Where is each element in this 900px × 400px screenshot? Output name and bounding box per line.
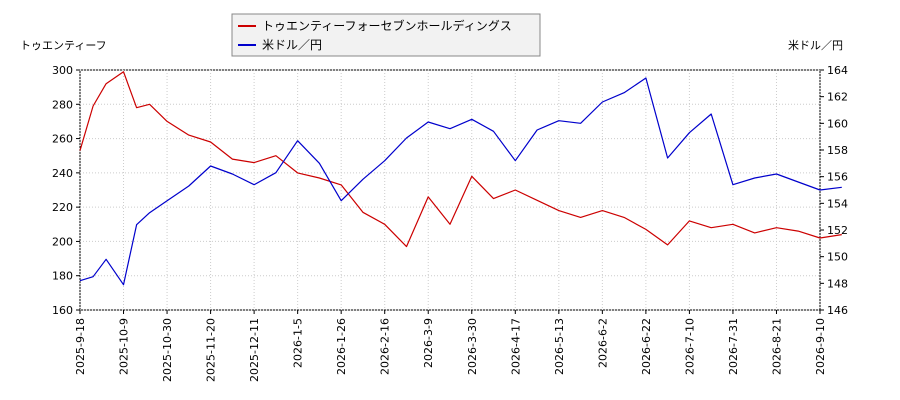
right-tick-label: 160 xyxy=(827,117,848,130)
x-tick-label: 2026-3-30 xyxy=(466,318,479,375)
right-tick-label: 150 xyxy=(827,251,848,264)
left-tick-label: 280 xyxy=(52,98,73,111)
right-tick-label: 148 xyxy=(827,277,848,290)
left-axis: 160 180 200 220 240 260 280 300 xyxy=(52,64,80,317)
x-tick-label: 2025-11-20 xyxy=(205,318,218,382)
legend-box xyxy=(231,13,541,57)
series-lines xyxy=(79,71,842,286)
left-axis-label: トゥエンティーフ xyxy=(20,39,107,52)
right-tick-label: 158 xyxy=(827,144,848,157)
x-tick-label: 2025-9-18 xyxy=(74,318,87,375)
x-tick-label: 2026-6-22 xyxy=(640,318,653,375)
x-tick-label: 2025-10-9 xyxy=(118,318,131,375)
x-tick-label: 2026-8-21 xyxy=(770,318,783,375)
x-tick-label: 2026-9-10 xyxy=(814,318,827,375)
left-tick-label: 160 xyxy=(52,304,73,317)
series-line-2 xyxy=(79,77,842,286)
right-axis-label: 米ドル／円 xyxy=(788,39,843,52)
plot-area xyxy=(79,69,821,311)
x-tick-label: 2026-2-16 xyxy=(379,318,392,375)
x-tick-label: 2026-1-26 xyxy=(335,318,348,375)
right-tick-label: 146 xyxy=(827,304,848,317)
left-tick-label: 240 xyxy=(52,167,73,180)
plot-frame xyxy=(79,69,821,311)
legend: トゥエンティーフォーセブンホールディングス 米ドル／円 xyxy=(231,13,541,57)
right-tick-label: 164 xyxy=(827,64,848,77)
x-tick-label: 2026-5-13 xyxy=(553,318,566,375)
right-tick-label: 156 xyxy=(827,171,848,184)
left-tick-label: 300 xyxy=(52,64,73,77)
right-tick-label: 162 xyxy=(827,91,848,104)
x-tick-label: 2026-7-31 xyxy=(727,318,740,375)
right-tick-label: 154 xyxy=(827,197,848,210)
left-tick-label: 220 xyxy=(52,201,73,214)
x-tick-label: 2026-4-17 xyxy=(509,318,522,375)
left-tick-label: 200 xyxy=(52,235,73,248)
x-tick-label: 2026-3-9 xyxy=(422,318,435,368)
left-tick-label: 260 xyxy=(52,133,73,146)
x-tick-label: 2026-7-10 xyxy=(683,318,696,375)
right-axis: 146 148 150 152 154 156 158 160 162 164 xyxy=(820,64,848,317)
x-axis: 2025-9-18 2025-10-9 2025-10-30 2025-11-20 20… xyxy=(74,310,827,382)
legend-label-series-1: トゥエンティーフォーセブンホールディングス xyxy=(262,18,512,33)
legend-label-series-2: 米ドル／円 xyxy=(262,38,322,52)
x-tick-label: 2025-12-11 xyxy=(248,318,261,382)
series-line-1 xyxy=(79,71,842,248)
right-tick-label: 152 xyxy=(827,224,848,237)
x-tick-label: 2025-10-30 xyxy=(161,318,174,382)
left-tick-label: 180 xyxy=(52,270,73,283)
x-tick-label: 2026-6-2 xyxy=(596,318,609,368)
x-tick-label: 2026-1-5 xyxy=(292,318,305,368)
